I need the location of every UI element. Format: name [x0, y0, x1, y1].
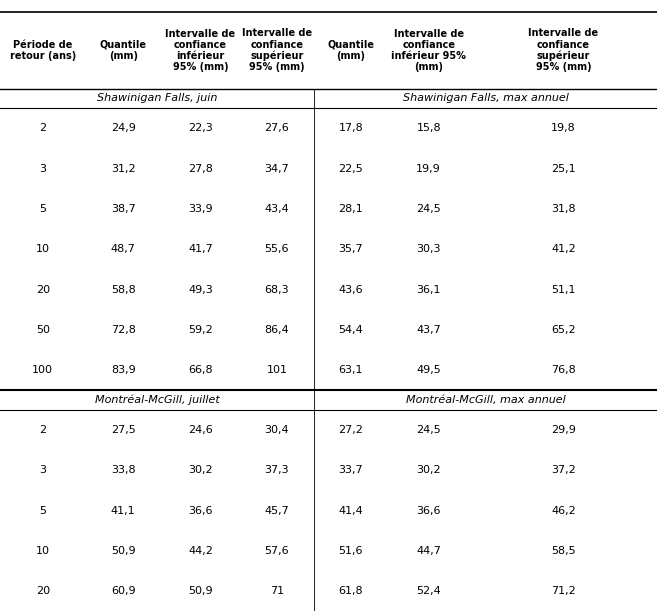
Text: 3: 3: [39, 164, 46, 174]
Text: 33,9: 33,9: [188, 204, 213, 214]
Text: 57,6: 57,6: [265, 546, 289, 556]
Text: 72,8: 72,8: [111, 325, 135, 335]
Text: 46,2: 46,2: [551, 506, 576, 516]
Text: 44,7: 44,7: [417, 546, 441, 556]
Text: Montréal-McGill, juillet: Montréal-McGill, juillet: [95, 395, 219, 406]
Text: 36,1: 36,1: [417, 285, 441, 295]
Text: 24,5: 24,5: [417, 204, 441, 214]
Text: 49,3: 49,3: [188, 285, 213, 295]
Text: 29,9: 29,9: [551, 425, 576, 435]
Text: 25,1: 25,1: [551, 164, 576, 174]
Text: 66,8: 66,8: [188, 365, 213, 375]
Text: 41,2: 41,2: [551, 244, 576, 254]
Text: Intervalle de
confiance
supérieur
95% (mm): Intervalle de confiance supérieur 95% (m…: [242, 28, 312, 73]
Text: 60,9: 60,9: [111, 587, 135, 596]
Text: 55,6: 55,6: [265, 244, 289, 254]
Text: 20: 20: [35, 587, 50, 596]
Text: 51,1: 51,1: [551, 285, 576, 295]
Text: 17,8: 17,8: [338, 123, 363, 133]
Text: Shawinigan Falls, max annuel: Shawinigan Falls, max annuel: [403, 93, 568, 103]
Text: 83,9: 83,9: [111, 365, 135, 375]
Text: 49,5: 49,5: [417, 365, 441, 375]
Text: Quantile
(mm): Quantile (mm): [100, 40, 147, 61]
Text: 2: 2: [39, 123, 46, 133]
Text: 50: 50: [35, 325, 50, 335]
Text: 36,6: 36,6: [417, 506, 441, 516]
Text: Montréal-McGill, max annuel: Montréal-McGill, max annuel: [405, 395, 566, 405]
Text: 3: 3: [39, 466, 46, 475]
Text: 5: 5: [39, 506, 46, 516]
Text: 100: 100: [32, 365, 53, 375]
Text: 41,4: 41,4: [338, 506, 363, 516]
Text: 31,8: 31,8: [551, 204, 576, 214]
Text: 33,7: 33,7: [338, 466, 363, 475]
Text: 30,2: 30,2: [417, 466, 441, 475]
Text: 38,7: 38,7: [111, 204, 135, 214]
Text: 50,9: 50,9: [111, 546, 135, 556]
Text: 51,6: 51,6: [338, 546, 363, 556]
Text: 43,7: 43,7: [417, 325, 441, 335]
Text: 24,6: 24,6: [188, 425, 213, 435]
Text: 48,7: 48,7: [111, 244, 135, 254]
Text: 54,4: 54,4: [338, 325, 363, 335]
Text: 28,1: 28,1: [338, 204, 363, 214]
Text: 65,2: 65,2: [551, 325, 576, 335]
Text: 31,2: 31,2: [111, 164, 135, 174]
Text: 35,7: 35,7: [338, 244, 363, 254]
Text: 19,8: 19,8: [551, 123, 576, 133]
Text: 30,3: 30,3: [417, 244, 441, 254]
Text: 27,6: 27,6: [265, 123, 289, 133]
Text: 19,9: 19,9: [417, 164, 441, 174]
Text: 2: 2: [39, 425, 46, 435]
Text: 24,9: 24,9: [111, 123, 135, 133]
Text: 50,9: 50,9: [188, 587, 213, 596]
Text: 43,4: 43,4: [265, 204, 289, 214]
Text: 36,6: 36,6: [188, 506, 213, 516]
Text: 71: 71: [270, 587, 284, 596]
Text: 59,2: 59,2: [188, 325, 213, 335]
Text: 15,8: 15,8: [417, 123, 441, 133]
Text: 71,2: 71,2: [551, 587, 576, 596]
Text: Intervalle de
confiance
supérieur
95% (mm): Intervalle de confiance supérieur 95% (m…: [528, 28, 599, 73]
Text: 20: 20: [35, 285, 50, 295]
Text: 58,5: 58,5: [551, 546, 576, 556]
Text: 61,8: 61,8: [338, 587, 363, 596]
Text: 41,1: 41,1: [111, 506, 135, 516]
Text: 27,5: 27,5: [111, 425, 135, 435]
Text: Intervalle de
confiance
inférieur 95%
(mm): Intervalle de confiance inférieur 95% (m…: [392, 29, 466, 72]
Text: 63,1: 63,1: [338, 365, 363, 375]
Text: 43,6: 43,6: [338, 285, 363, 295]
Text: 37,3: 37,3: [265, 466, 289, 475]
Text: 30,2: 30,2: [188, 466, 213, 475]
Text: 33,8: 33,8: [111, 466, 135, 475]
Text: 37,2: 37,2: [551, 466, 576, 475]
Text: 5: 5: [39, 204, 46, 214]
Text: 27,2: 27,2: [338, 425, 363, 435]
Text: 41,7: 41,7: [188, 244, 213, 254]
Text: 44,2: 44,2: [188, 546, 213, 556]
Text: Période de
retour (ans): Période de retour (ans): [10, 40, 76, 61]
Text: 22,5: 22,5: [338, 164, 363, 174]
Text: 52,4: 52,4: [417, 587, 441, 596]
Text: Quantile
(mm): Quantile (mm): [327, 40, 374, 61]
Text: 27,8: 27,8: [188, 164, 213, 174]
Text: 10: 10: [35, 546, 50, 556]
Text: 45,7: 45,7: [265, 506, 289, 516]
Text: 68,3: 68,3: [265, 285, 289, 295]
Text: Shawinigan Falls, juin: Shawinigan Falls, juin: [97, 93, 217, 103]
Text: 22,3: 22,3: [188, 123, 213, 133]
Text: 34,7: 34,7: [265, 164, 289, 174]
Text: 58,8: 58,8: [111, 285, 135, 295]
Text: 86,4: 86,4: [265, 325, 289, 335]
Text: Intervalle de
confiance
inférieur
95% (mm): Intervalle de confiance inférieur 95% (m…: [166, 29, 235, 72]
Text: 30,4: 30,4: [265, 425, 289, 435]
Text: 10: 10: [35, 244, 50, 254]
Text: 76,8: 76,8: [551, 365, 576, 375]
Text: 24,5: 24,5: [417, 425, 441, 435]
Text: 101: 101: [267, 365, 287, 375]
